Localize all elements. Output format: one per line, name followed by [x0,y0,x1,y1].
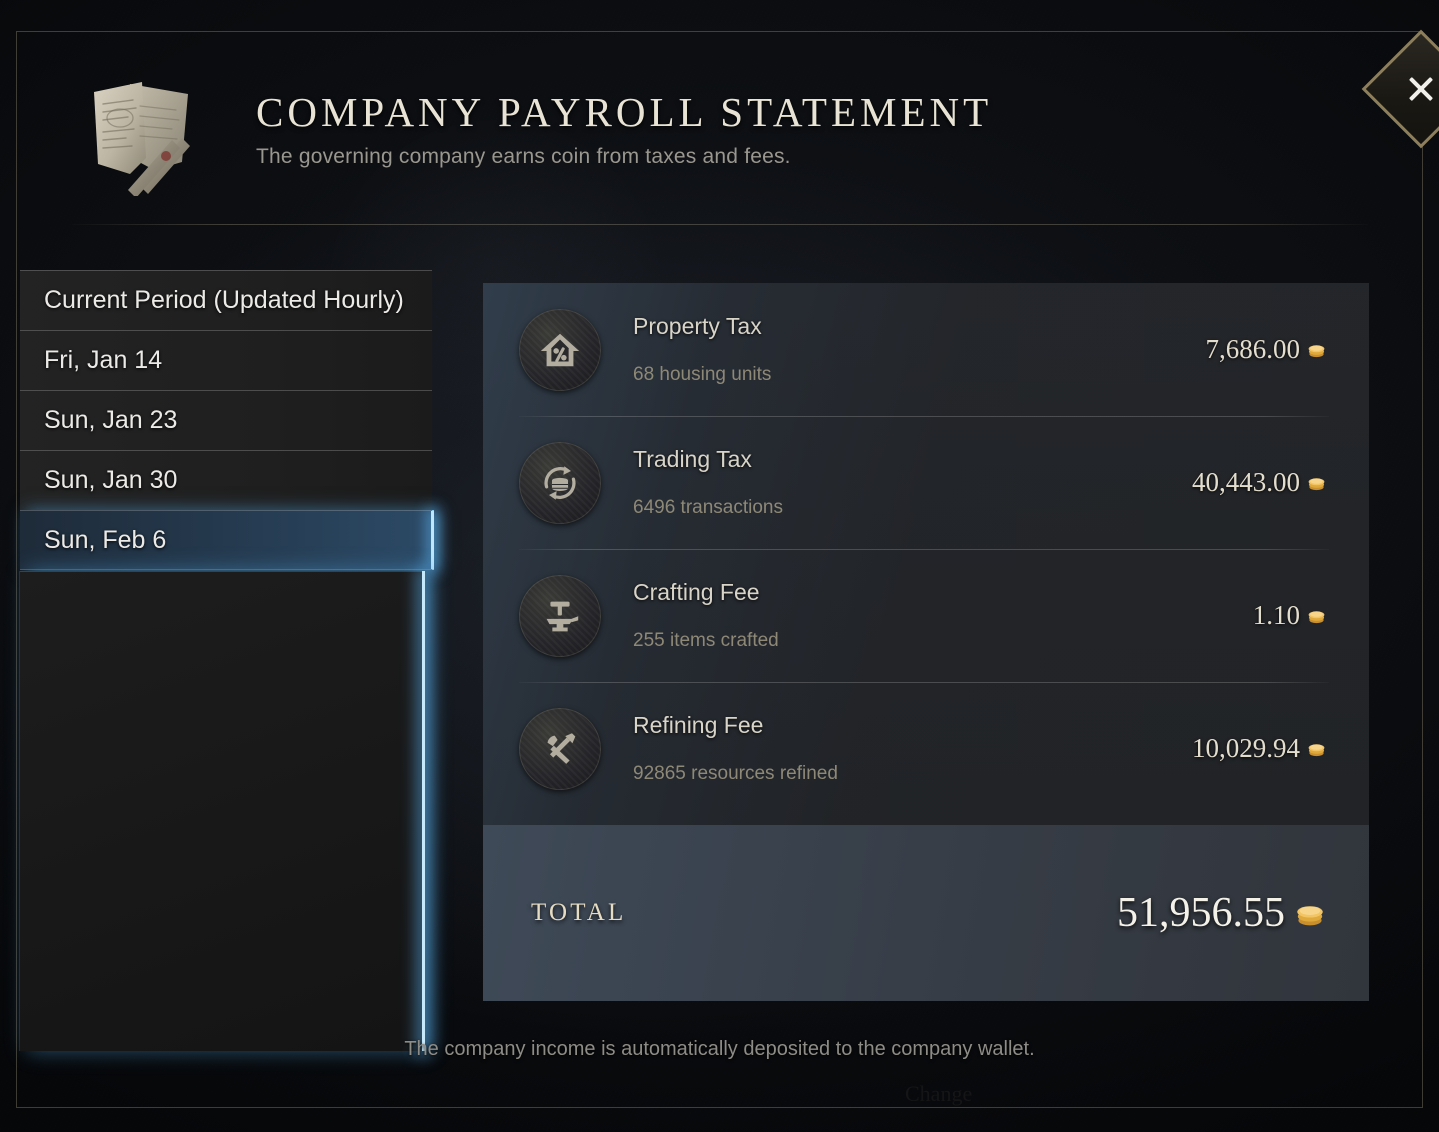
ledger-row-amount-value: 7,686.00 [1205,334,1301,364]
ledger-row-amount-value: 40,443.00 [1192,467,1300,497]
ledger-row-text: Crafting Fee 255 items crafted [601,579,1253,652]
trading-coins-refresh-icon [519,441,601,524]
ledger-row-amount: 1.10 [1253,600,1327,631]
ledger-row-refining-fee[interactable]: Refining Fee 92865 resources refined 10,… [483,682,1369,815]
payroll-ledger-panel: Property Tax 68 housing units 7,686.00 [483,283,1369,1001]
axe-saw-icon [519,707,601,790]
ledger-row-text: Trading Tax 6496 transactions [601,446,1192,519]
ledger-row-amount-value: 1.10 [1252,600,1300,630]
period-item-label: Current Period (Updated Hourly) [44,286,404,314]
period-item-label: Sun, Jan 23 [44,406,178,434]
ledger-row-title: Trading Tax [633,446,752,472]
coin-icon [1308,611,1325,624]
ledger-row-crafting-fee[interactable]: Crafting Fee 255 items crafted 1.10 [483,549,1369,682]
total-label: TOTAL [531,899,627,926]
total-amount: 51,956.55 [1117,889,1327,937]
page-subtitle: The governing company earns coin from ta… [256,145,791,168]
period-item-feb-6[interactable]: Sun, Feb 6 [20,510,434,570]
ledger-row-subtitle: 92865 resources refined [633,763,838,784]
period-item-current[interactable]: Current Period (Updated Hourly) [20,270,432,330]
house-percent-icon [519,308,601,391]
ledger-row-title: Crafting Fee [633,579,760,605]
period-item-jan-14[interactable]: Fri, Jan 14 [20,330,432,390]
period-item-label: Fri, Jan 14 [44,346,163,374]
page-title: COMPANY PAYROLL STATEMENT [256,89,993,135]
ledger-row-property-tax[interactable]: Property Tax 68 housing units 7,686.00 [483,283,1369,416]
hammer-anvil-icon [519,574,601,657]
parchment-documents-icon [84,78,196,198]
ledger-row-subtitle: 255 items crafted [633,630,779,651]
total-amount-value: 51,956.55 [1117,890,1285,936]
period-item-jan-23[interactable]: Sun, Jan 23 [20,390,432,450]
period-item-label: Sun, Jan 30 [44,466,178,494]
coin-icon [1308,345,1325,358]
ledger-row-text: Refining Fee 92865 resources refined [601,712,1192,785]
ledger-row-subtitle: 68 housing units [633,364,772,385]
ledger-row-amount: 7,686.00 [1206,334,1328,365]
period-item-label: Sun, Feb 6 [44,525,167,554]
ledger-row-title: Property Tax [633,313,762,339]
ledger-row-amount: 10,029.94 [1192,733,1327,764]
period-list: Current Period (Updated Hourly) Fri, Jan… [20,270,434,570]
ledger-row-trading-tax[interactable]: Trading Tax 6496 transactions 40,443.00 [483,416,1369,549]
window-header: COMPANY PAYROLL STATEMENT The governing … [0,0,1439,230]
ledger-rows: Property Tax 68 housing units 7,686.00 [483,283,1369,815]
coin-icon [1297,906,1323,926]
ledger-row-amount-value: 10,029.94 [1192,733,1300,763]
coin-icon [1308,744,1325,757]
background-bleed-change-text: Change [905,1081,973,1106]
footer-note: The company income is automatically depo… [404,1038,1035,1060]
coin-icon [1308,478,1325,491]
header-divider [72,224,1368,225]
ledger-row-title: Refining Fee [633,712,764,738]
period-detail-panel [20,571,425,1051]
period-item-jan-30[interactable]: Sun, Jan 30 [20,450,432,510]
ledger-row-amount: 40,443.00 [1192,467,1327,498]
ledger-row-subtitle: 6496 transactions [633,497,783,518]
ledger-row-text: Property Tax 68 housing units [601,313,1206,386]
ledger-total-bar: TOTAL 51,956.55 [483,825,1369,1001]
